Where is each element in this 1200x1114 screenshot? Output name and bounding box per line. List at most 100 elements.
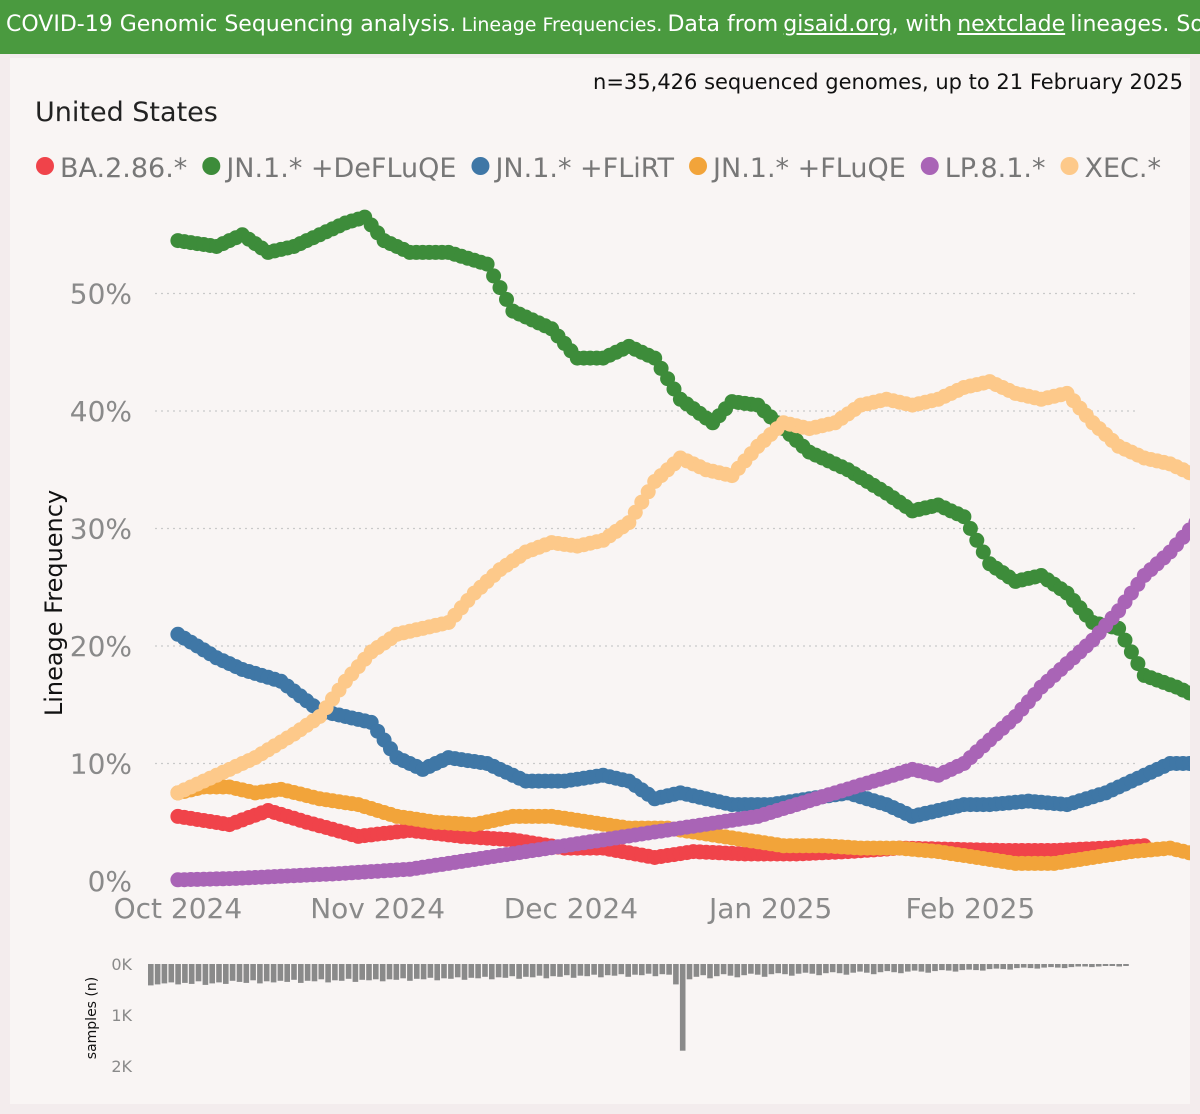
sample-bar-9 (209, 964, 215, 984)
y-axis-label: Lineage Frequency (40, 490, 68, 716)
samples-chart: 0K 1K 2K samples (n) (84, 955, 1129, 1076)
series-1-point-125 (975, 544, 991, 560)
y-tick-label-4: 40% (70, 395, 132, 428)
sample-bar-40 (420, 964, 427, 980)
series-4-point-157 (1181, 522, 1190, 538)
samples-y-tick-1: 1K (111, 1006, 132, 1025)
sample-bar-124 (993, 964, 1000, 969)
lineage-chart: n=35,426 sequenced genomes, up to 21 Feb… (35, 70, 1190, 1076)
series-1-point-123 (962, 521, 978, 536)
y-tick-label-5: 50% (70, 278, 132, 311)
sample-bar-13 (236, 964, 243, 982)
sample-bar-100 (829, 964, 836, 973)
sample-bar-35 (386, 964, 393, 980)
series-2-point-158 (1188, 758, 1190, 769)
sample-bar-110 (898, 964, 904, 974)
sample-bar-117 (945, 964, 952, 971)
sample-bar-1 (154, 964, 161, 985)
sample-bar-28 (338, 964, 345, 981)
banner-rest: lineages. Sourc (1070, 12, 1200, 37)
sample-bar-120 (966, 964, 972, 970)
series-3-point-158 (1188, 849, 1190, 860)
banner: COVID-19 Genomic Sequencing analysis. Li… (0, 0, 1200, 54)
sample-bar-143 (1123, 964, 1129, 966)
sample-bar-68 (611, 964, 618, 976)
series-4 (170, 517, 1190, 888)
sample-bar-36 (393, 964, 400, 980)
sample-bar-19 (277, 964, 284, 981)
sample-bar-76 (666, 964, 672, 975)
sample-bar-131 (1041, 964, 1047, 968)
sample-bar-2 (161, 964, 168, 984)
sample-bar-38 (407, 964, 413, 981)
sample-bar-66 (598, 964, 604, 978)
sample-bar-12 (229, 964, 236, 981)
sample-bar-43 (441, 964, 447, 979)
sample-bar-54 (516, 964, 522, 979)
x-tick-label-2: Dec 2024 (504, 892, 638, 925)
samples-axis-label: samples (n) (84, 977, 100, 1059)
sample-bar-142 (1116, 964, 1122, 967)
series-1-point-49 (486, 268, 502, 284)
sample-bar-55 (523, 964, 529, 977)
sample-bar-60 (557, 964, 563, 977)
sample-bar-57 (536, 964, 543, 976)
sample-bar-98 (816, 964, 822, 976)
sample-bar-53 (509, 964, 515, 977)
legend-label-0: BA.2.86.* (60, 153, 187, 184)
sample-bar-26 (325, 964, 331, 983)
y-tick-label-1: 10% (70, 748, 132, 781)
series-1-point-124 (969, 532, 985, 548)
sample-bar-102 (843, 964, 850, 975)
sample-bar-46 (461, 964, 468, 980)
sample-bar-83 (714, 964, 720, 977)
y-tick-label-0: 0% (88, 865, 132, 898)
sample-bar-105 (864, 964, 870, 973)
sample-bar-85 (727, 964, 734, 976)
series-1-point-157 (1181, 685, 1190, 701)
sample-bar-16 (257, 964, 263, 984)
legend-label-2: JN.1.* +FLiRT (493, 153, 674, 184)
samples-y-tick-2: 2K (111, 1057, 132, 1076)
sample-bar-51 (495, 964, 502, 978)
sample-bar-47 (468, 964, 475, 978)
gisaid-link[interactable]: gisaid.org (783, 12, 892, 37)
sample-bar-49 (482, 964, 488, 977)
sample-bar-125 (1000, 964, 1006, 970)
sample-bar-34 (379, 964, 386, 982)
y-tick-label-2: 20% (70, 630, 132, 663)
sample-bar-15 (250, 964, 256, 981)
sample-bar-78 (679, 964, 686, 1051)
sample-bar-22 (298, 964, 304, 983)
sample-bar-5 (182, 964, 188, 983)
sample-bar-64 (584, 964, 590, 977)
sample-bar-116 (939, 964, 945, 971)
sample-bar-136 (1075, 964, 1081, 967)
series-4-point-158 (1188, 517, 1190, 528)
series-1-point-148 (1123, 644, 1139, 660)
sample-bar-113 (918, 964, 925, 972)
sample-bar-6 (188, 964, 195, 984)
sample-bar-92 (775, 964, 781, 974)
sample-bar-79 (686, 964, 693, 980)
nextclade-link[interactable]: nextclade (957, 12, 1066, 37)
sample-bar-80 (693, 964, 700, 977)
sample-bar-3 (168, 964, 175, 983)
sample-bar-14 (243, 964, 250, 983)
sample-bar-73 (645, 964, 652, 974)
sample-bar-7 (195, 964, 202, 982)
x-tick-label-3: Jan 2025 (707, 892, 832, 925)
sample-bar-106 (870, 964, 877, 975)
chart-title: United States (35, 97, 218, 128)
sample-bar-114 (925, 964, 931, 973)
sample-bar-139 (1095, 964, 1102, 967)
sample-bar-70 (625, 964, 631, 977)
sample-bar-93 (782, 964, 788, 975)
legend: BA.2.86.* JN.1.* +DeFLuQE JN.1.* +FLiRT JN.… (36, 153, 1161, 184)
sample-bar-128 (1020, 964, 1027, 968)
sample-bar-18 (270, 964, 277, 983)
sample-bar-32 (366, 964, 372, 981)
sample-bar-75 (659, 964, 666, 975)
series-1-point-122 (956, 509, 972, 525)
series-3-point-157 (1181, 845, 1190, 861)
